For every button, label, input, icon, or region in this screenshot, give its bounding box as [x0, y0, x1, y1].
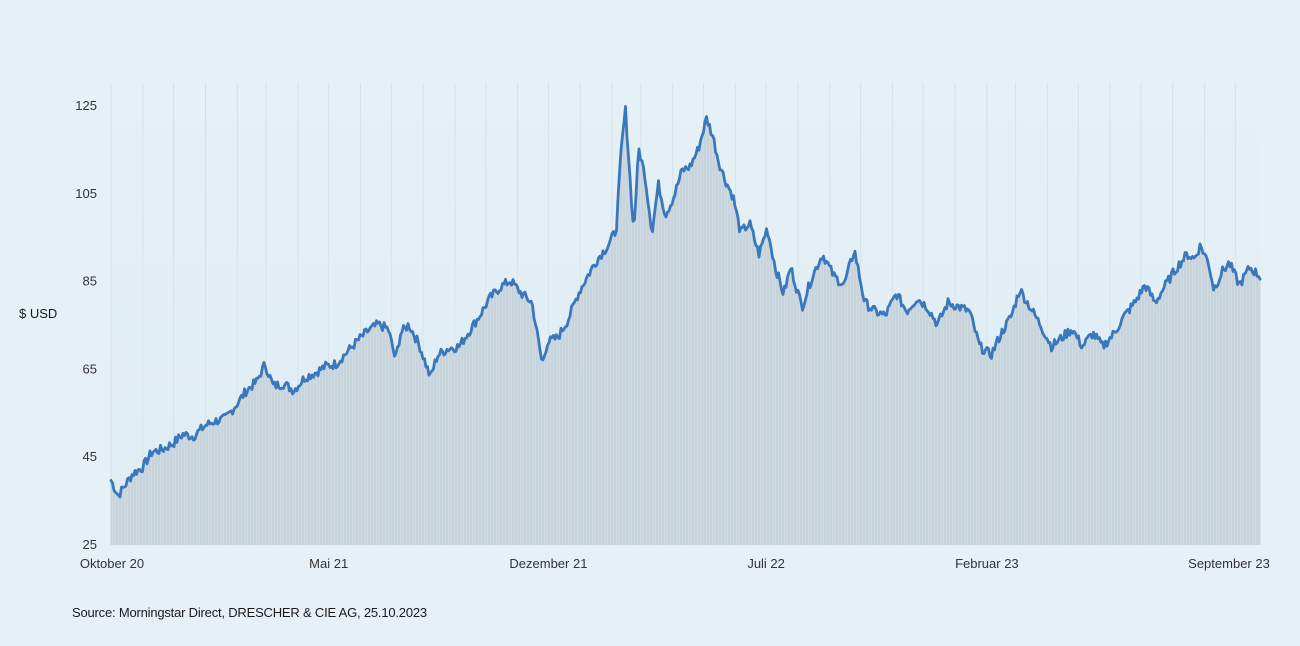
x-tick-label: Juli 22 — [747, 556, 785, 571]
x-tick-label: Oktober 20 — [80, 556, 144, 571]
y-axis-title: $ USD — [19, 306, 58, 321]
x-tick-label: Februar 23 — [955, 556, 1019, 571]
price-line-group — [109, 105, 1262, 499]
y-tick-label: 65 — [83, 361, 97, 376]
y-tick-label: 25 — [83, 537, 97, 552]
y-axis-ticks: 25 45 65 85 105 125 — [75, 98, 97, 552]
price-line — [109, 105, 1262, 499]
x-axis-ticks: Oktober 20 Mai 21 Dezember 21 Juli 22 Februa… — [80, 556, 1270, 571]
y-tick-label: 85 — [83, 274, 97, 289]
x-tick-label: Mai 21 — [309, 556, 348, 571]
area-fill — [111, 106, 1260, 546]
price-area — [110, 106, 1261, 546]
y-tick-label: 45 — [83, 449, 97, 464]
source-note: Source: Morningstar Direct, DRESCHER & C… — [72, 605, 427, 620]
x-tick-label: September 23 — [1188, 556, 1270, 571]
y-tick-label: 125 — [75, 98, 97, 113]
x-tick-label: Dezember 21 — [509, 556, 587, 571]
y-tick-label: 105 — [75, 186, 97, 201]
